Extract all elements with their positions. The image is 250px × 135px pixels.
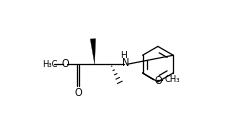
Text: H: H [120, 51, 127, 60]
Text: N: N [122, 58, 130, 68]
Text: O: O [61, 59, 69, 69]
Text: O: O [155, 76, 162, 86]
Text: H₃C: H₃C [42, 60, 58, 69]
Text: CH₃: CH₃ [164, 75, 180, 84]
Text: O: O [74, 88, 82, 98]
Polygon shape [90, 39, 96, 64]
